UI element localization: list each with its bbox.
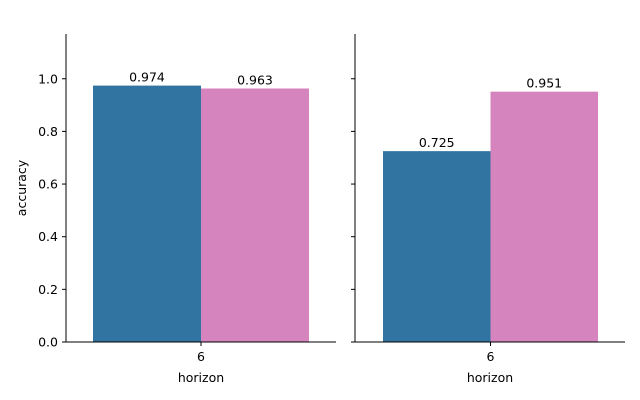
- bar-series-1: [490, 91, 598, 343]
- bar-series-1: [201, 88, 309, 342]
- x-axis-title: horizon: [178, 370, 224, 385]
- bar-data-label: 0.725: [419, 135, 455, 150]
- chart-panel-left: 0.974 0.963 0.0 0.2 0.4 0.6 0.8 1.0 6 horizon accu…: [14, 34, 336, 385]
- y-tick-label: 0.8: [38, 124, 58, 139]
- x-axis-title: horizon: [467, 370, 513, 385]
- y-tick-label: 0.2: [38, 282, 58, 297]
- chart-panel-right: 0.725 0.951 6 horizon: [351, 34, 625, 385]
- y-tick-label: 0.4: [38, 229, 58, 244]
- y-tick-label: 1.0: [38, 71, 58, 86]
- y-tick-label: 0.6: [38, 177, 58, 192]
- y-tick-label: 0.0: [38, 335, 58, 350]
- y-axis-title: accuracy: [14, 159, 29, 216]
- bar-data-label: 0.974: [129, 70, 165, 85]
- bar-data-label: 0.951: [526, 76, 562, 91]
- bar-data-label: 0.963: [237, 72, 273, 87]
- x-tick-label: 6: [197, 349, 205, 364]
- bar-series-0: [93, 85, 201, 342]
- bar-series-0: [383, 151, 491, 342]
- x-tick-label: 6: [487, 349, 495, 364]
